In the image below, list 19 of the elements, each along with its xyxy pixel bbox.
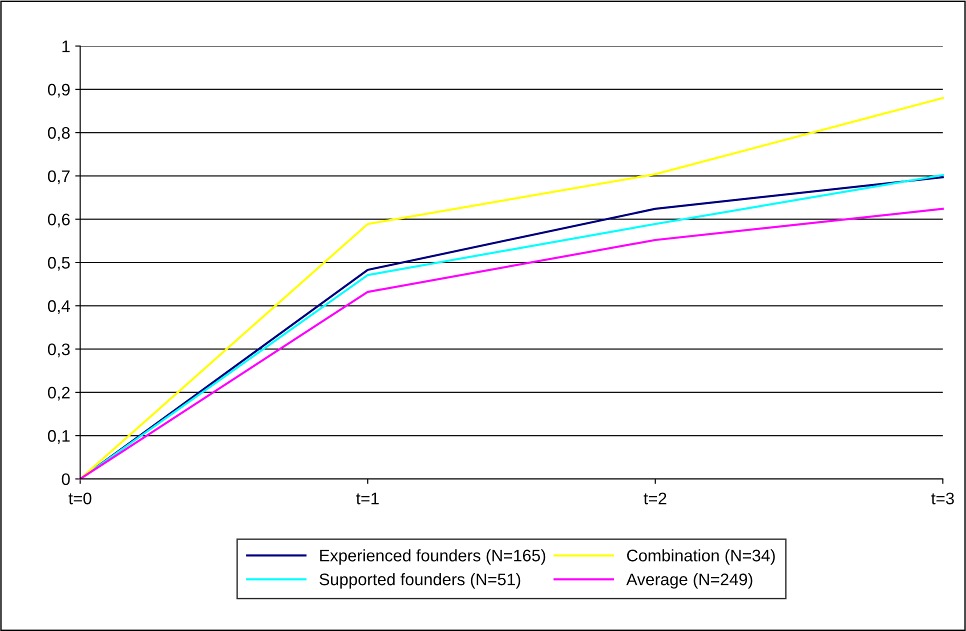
y-tick-label: 1 (62, 40, 70, 52)
y-tick-label: 0,9 (48, 84, 70, 98)
x-tick-label: t=3 (931, 492, 954, 504)
x-tick-label: t=1 (356, 492, 379, 504)
y-tick-label: 0,1 (48, 430, 70, 444)
y-tick-label: 0,3 (48, 343, 70, 358)
legend-label: Average (N=249) (626, 573, 752, 589)
y-tick-label: 0,8 (48, 127, 70, 141)
legend-label: Supported founders (N=51) (320, 573, 520, 589)
y-tick-label: 0,7 (48, 170, 70, 184)
y-tick-label: 0 (62, 473, 70, 486)
legend-label: Experienced founders (N=165) (320, 549, 546, 565)
legend-label: Combination (N=34) (627, 549, 775, 565)
y-tick-label: 0,2 (48, 386, 70, 401)
x-tick-label: t=0 (68, 492, 92, 504)
y-tick-label: 0,6 (48, 214, 70, 228)
x-tick-label: t=2 (644, 492, 666, 504)
y-tick-label: 0,5 (48, 256, 70, 271)
y-tick-label: 0,4 (48, 300, 70, 314)
